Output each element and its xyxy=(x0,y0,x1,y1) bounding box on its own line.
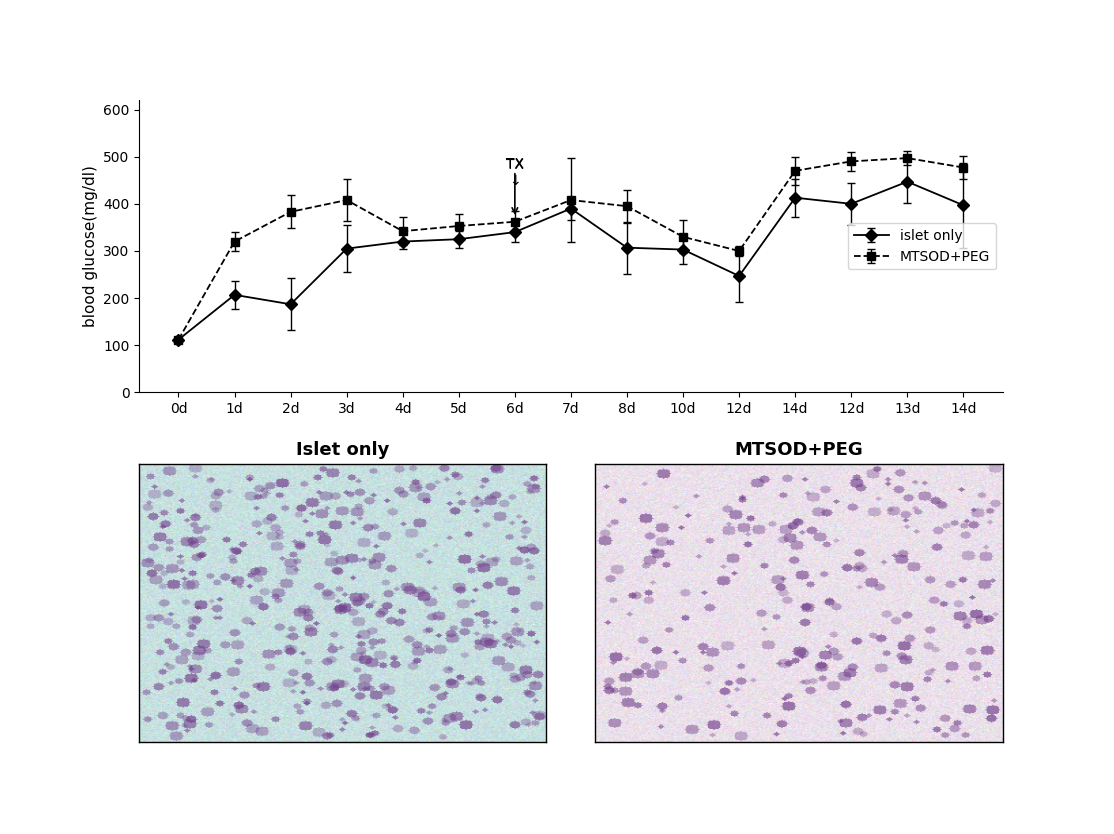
Text: TX: TX xyxy=(506,157,524,171)
Title: Islet only: Islet only xyxy=(296,441,390,460)
Title: MTSOD+PEG: MTSOD+PEG xyxy=(734,441,863,460)
Text: TX
↓: TX ↓ xyxy=(506,158,524,188)
Legend: islet only, MTSOD+PEG: islet only, MTSOD+PEG xyxy=(849,224,996,269)
Y-axis label: blood glucose(mg/dl): blood glucose(mg/dl) xyxy=(82,165,98,327)
